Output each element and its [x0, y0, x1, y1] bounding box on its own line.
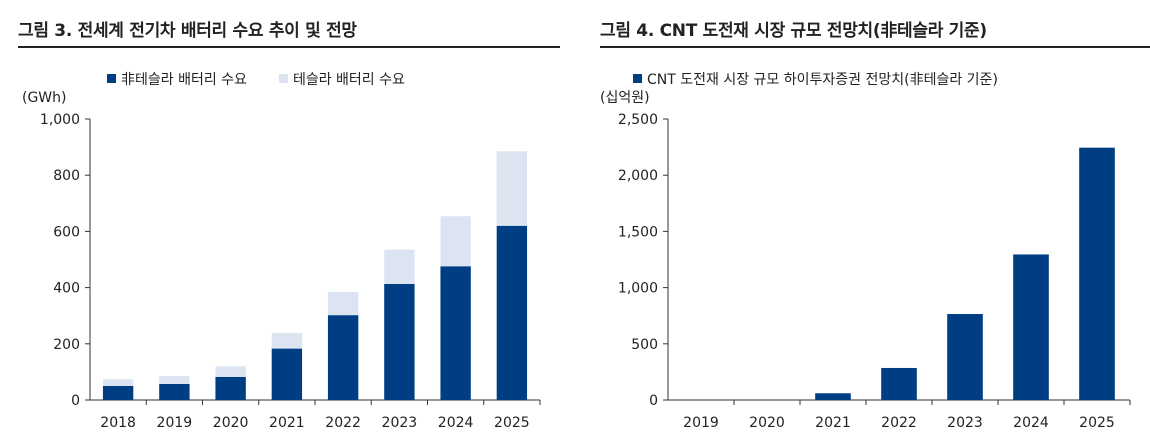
bar-2024-series2	[440, 216, 471, 267]
legend-swatch	[278, 74, 288, 83]
bar-2018-series1	[102, 385, 134, 400]
y-tick-label: 500	[631, 337, 658, 353]
bar-2023-series2	[384, 249, 415, 284]
y-unit-label: (십억원)	[600, 90, 650, 106]
y-tick-label: 600	[53, 224, 80, 240]
x-tick-label: 2020	[749, 415, 785, 431]
legend-label: 테슬라 배터리 수요	[293, 72, 405, 88]
x-tick-label: 2025	[494, 415, 530, 431]
chart-panel-cnt-market: 그림 4. CNT 도전재 시장 규모 전망치(非테슬라 기준) CNT 도전재…	[590, 0, 1150, 445]
bar-2025-series1	[496, 225, 528, 400]
x-tick-label: 2018	[100, 415, 136, 431]
figure-title: 그림 3. 전세계 전기차 배터리 수요 추이 및 전망	[18, 21, 357, 41]
bar-2025-series2	[496, 151, 528, 226]
legend-swatch	[633, 74, 642, 83]
battery-demand-chart: 非테슬라 배터리 수요 테슬라 배터리 수요 (GWh) 0 200 400 600 800 1…	[22, 72, 541, 431]
x-tick-label: 2025	[1079, 415, 1115, 431]
bar-2022-series1	[881, 367, 917, 400]
bar-2022-series1	[327, 315, 359, 400]
bar-2020-series1	[215, 376, 246, 400]
y-tick-label: 1,000	[618, 281, 658, 297]
y-tick-label: 2,000	[618, 168, 658, 184]
y-tick-label: 1,500	[618, 224, 658, 240]
bar-2019-series1	[159, 383, 190, 400]
bar-2020-series2	[215, 366, 246, 377]
y-tick-label: 0	[71, 393, 80, 409]
y-tick-label: 1,000	[40, 112, 80, 128]
bar-2021-series1	[271, 348, 303, 400]
bar-2024-series1	[1013, 254, 1049, 400]
bar-2021-series2	[271, 333, 303, 349]
x-tick-label: 2022	[325, 415, 361, 431]
x-tick-label: 2021	[269, 415, 305, 431]
title-divider	[18, 46, 560, 48]
legend-swatch	[107, 74, 116, 83]
title-divider	[600, 46, 1150, 48]
bar-2018-series2	[102, 379, 134, 386]
x-tick-label: 2024	[438, 415, 474, 431]
cnt-market-chart: CNT 도전재 시장 규모 하이투자증권 전망치(非테슬라 기준) (십억원) 0 5…	[600, 72, 1131, 431]
x-tick-label: 2021	[815, 415, 851, 431]
x-tick-label: 2019	[157, 415, 193, 431]
bar-2022-series2	[327, 291, 359, 316]
y-tick-label: 0	[649, 393, 658, 409]
legend-label: 非테슬라 배터리 수요	[121, 72, 247, 88]
x-tick-label: 2022	[881, 415, 917, 431]
bar-2021-series1	[815, 393, 851, 400]
figure-title: 그림 4. CNT 도전재 시장 규모 전망치(非테슬라 기준)	[600, 21, 987, 41]
bar-2024-series1	[440, 266, 471, 400]
y-tick-label: 800	[53, 168, 80, 184]
y-tick-label: 200	[53, 337, 80, 353]
bar-2023-series1	[384, 283, 415, 400]
y-unit-label: (GWh)	[22, 90, 67, 106]
y-tick-label: 400	[53, 281, 80, 297]
x-tick-label: 2020	[213, 415, 249, 431]
x-tick-label: 2023	[382, 415, 418, 431]
x-tick-label: 2023	[947, 415, 983, 431]
legend-label: CNT 도전재 시장 규모 하이투자증권 전망치(非테슬라 기준)	[647, 72, 998, 88]
x-tick-label: 2024	[1013, 415, 1049, 431]
x-tick-label: 2019	[683, 415, 719, 431]
bar-2025-series1	[1079, 147, 1115, 400]
y-tick-label: 2,500	[618, 112, 658, 128]
chart-panel-battery-demand: 그림 3. 전세계 전기차 배터리 수요 추이 및 전망 非테슬라 배터리 수요…	[0, 0, 560, 445]
bar-2019-series2	[159, 376, 190, 384]
bar-2023-series1	[947, 314, 983, 400]
